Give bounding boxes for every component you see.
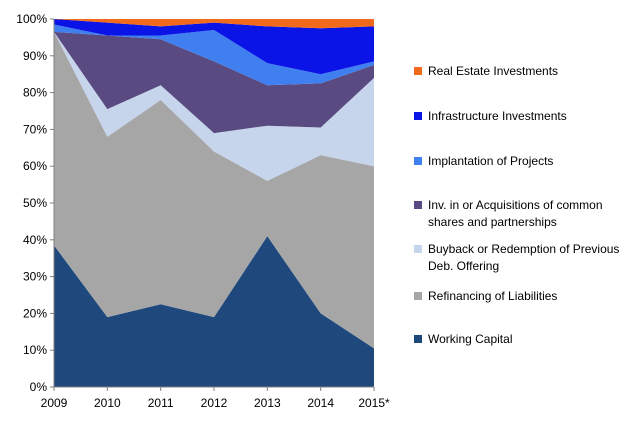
x-tick-label: 2015* (358, 396, 390, 410)
x-tick-label: 2009 (41, 396, 68, 410)
legend-swatch (414, 292, 422, 300)
x-axis-ticks: 2009 2010 2011 2012 2013 2014 2015* (41, 387, 390, 410)
legend-item: Working Capital (414, 331, 628, 348)
legend-label: Infrastructure Investments (428, 109, 567, 123)
legend-label: Inv. in or Acquisitions of common shares… (428, 198, 603, 229)
legend-item: Buyback or Redemption of Previous Deb. O… (414, 241, 628, 275)
y-tick-label: 60% (23, 159, 47, 173)
x-tick-label: 2010 (94, 396, 121, 410)
area-refinancing-of-liabilities (54, 31, 374, 349)
y-tick-label: 80% (23, 86, 47, 100)
legend-swatch (414, 67, 422, 75)
y-tick-label: 50% (23, 196, 47, 210)
y-tick-label: 20% (23, 306, 47, 320)
area-inv-in-or-acquisitions-of-common-shares-and-partnerships (54, 31, 374, 134)
y-tick-label: 0% (30, 380, 48, 394)
area-implantation-of-projects (54, 24, 374, 86)
legend-swatch (414, 201, 422, 209)
legend-item: Real Estate Investments (414, 63, 628, 80)
y-tick-label: 40% (23, 233, 47, 247)
x-tick-label: 2012 (201, 396, 228, 410)
legend-swatch (414, 157, 422, 165)
legend-label: Real Estate Investments (428, 64, 559, 78)
legend-item: Refinancing of Liabilities (414, 288, 628, 305)
legend-item: Implantation of Projects (414, 153, 628, 170)
y-tick-label: 90% (23, 49, 47, 63)
x-tick-label: 2014 (307, 396, 334, 410)
area-infrastructure-investments (54, 19, 374, 75)
y-tick-label: 100% (16, 12, 47, 26)
y-axis-ticks: 0% 10% 20% 30% 40% 50% 60% 70% 80% 90% 100% (16, 12, 54, 394)
legend-swatch (414, 335, 422, 343)
area-layers (54, 19, 374, 387)
legend-label: Refinancing of Liabilities (428, 289, 558, 303)
x-tick-label: 2011 (148, 396, 174, 410)
area-real-estate-investments (54, 19, 374, 29)
area-working-capital (54, 236, 374, 387)
legend-item: Inv. in or Acquisitions of common shares… (414, 197, 628, 231)
legend-swatch (414, 112, 422, 120)
legend-label: Buyback or Redemption of Previous Deb. O… (428, 242, 620, 273)
y-tick-label: 10% (23, 343, 47, 357)
legend-label: Working Capital (428, 332, 513, 346)
legend-item: Infrastructure Investments (414, 108, 628, 125)
legend-swatch (414, 245, 422, 253)
x-tick-label: 2013 (254, 396, 281, 410)
area-buyback-or-redemption-of-previous-deb-offering (54, 31, 374, 181)
y-tick-label: 70% (23, 122, 47, 136)
legend-label: Implantation of Projects (428, 154, 554, 168)
y-tick-label: 30% (23, 270, 47, 284)
